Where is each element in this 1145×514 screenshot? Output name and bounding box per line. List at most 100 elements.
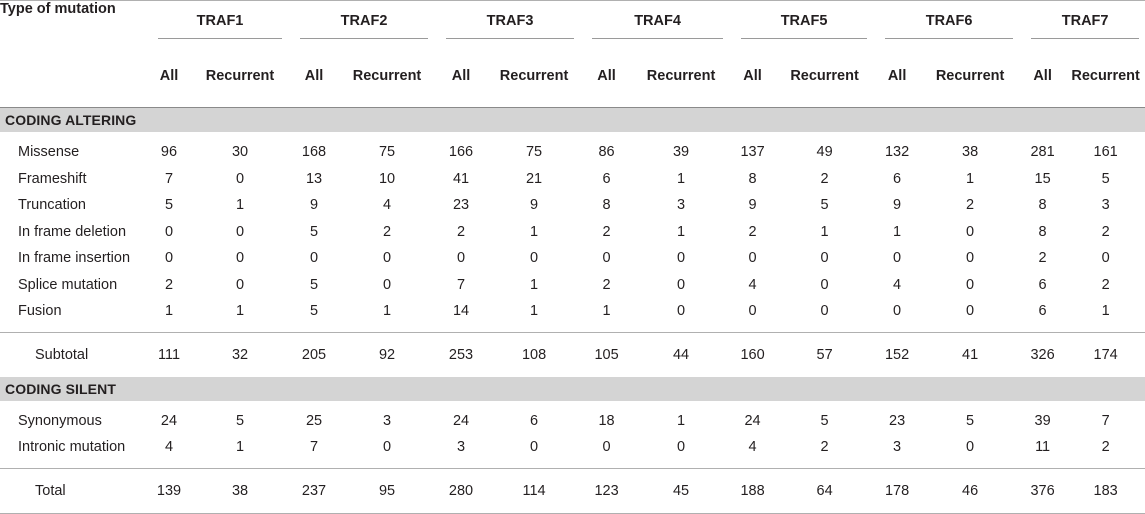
table-cell: 21	[525, 170, 543, 187]
table-cell: 24	[744, 412, 761, 429]
table-cell: 0	[748, 250, 757, 267]
spacer	[0, 401, 1145, 408]
gene-header-row: Type of mutation TRAF1 TRAF2 TRAF3 TRAF4 TRA…	[0, 0, 1145, 108]
table-cell: 0	[820, 303, 829, 320]
table-cell: 0	[382, 276, 392, 293]
table-cell: 0	[530, 439, 539, 456]
row-label: Fusion	[18, 303, 62, 320]
table-cell: 1	[530, 276, 539, 293]
table-cell: 15	[1034, 170, 1051, 187]
table-cell: 2	[820, 170, 829, 187]
section-title: CODING ALTERING	[0, 107, 1145, 132]
gene-header-traf1: TRAF1	[146, 0, 289, 49]
table-cell: 5	[820, 412, 829, 429]
row-label: Splice mutation	[18, 276, 118, 293]
subtotal-row: Subtotal 111 32 205 92 253 108 105 44 160 57 152 41 3…	[0, 331, 1145, 377]
summary-cell: 114	[488, 467, 581, 513]
table-cell: 2	[1101, 223, 1110, 240]
row-label: In frame insertion	[18, 250, 131, 267]
table-cell: 10	[378, 170, 396, 187]
row-label: Intronic mutation	[18, 439, 126, 456]
table-cell: 11	[1035, 439, 1051, 456]
table-cell: 38	[962, 144, 979, 161]
table-cell: 5	[164, 197, 174, 214]
table-row: Frameshift 7 0 13 10 41 21 6 1 8 2 6 1 15 5	[0, 166, 1145, 193]
table-cell: 0	[748, 303, 757, 320]
table-cell: 0	[677, 303, 686, 320]
table-cell: 9	[309, 197, 319, 214]
table-cell: 2	[456, 223, 466, 240]
gene-label: TRAF7	[1031, 13, 1140, 39]
table-cell: 0	[1101, 250, 1110, 267]
all-header: All	[451, 68, 471, 84]
all-header: All	[887, 68, 907, 84]
recurrent-header: Recurrent	[935, 68, 1005, 84]
table-cell: 0	[602, 439, 611, 456]
table-cell: 8	[1038, 223, 1047, 240]
table-cell: 9	[530, 197, 539, 214]
gene-header-traf2: TRAF2	[288, 0, 435, 49]
table-cell: 281	[1030, 144, 1055, 161]
table-cell: 49	[816, 144, 833, 161]
table-cell: 1	[235, 197, 245, 214]
summary-cell: 160	[729, 331, 777, 377]
table-cell: 5	[966, 412, 975, 429]
table-cell: 168	[301, 144, 327, 161]
table-cell: 2	[1101, 276, 1110, 293]
summary-cell: 108	[488, 331, 581, 377]
all-header: All	[159, 68, 179, 84]
summary-cell: 237	[288, 467, 341, 513]
table-cell: 0	[456, 250, 466, 267]
table-cell: 2	[1101, 439, 1110, 456]
table-cell: 0	[235, 276, 245, 293]
table-cell: 3	[382, 412, 392, 429]
table-row: Missense 96 30 168 75 166 75 86 39 137 49 132 38 281 1…	[0, 139, 1145, 166]
gene-label: TRAF4	[592, 13, 724, 39]
table-cell: 1	[893, 223, 902, 240]
table-cell: 25	[305, 412, 323, 429]
summary-cell: 205	[288, 331, 341, 377]
table-cell: 0	[164, 250, 174, 267]
table-cell: 2	[748, 223, 757, 240]
table-cell: 4	[164, 439, 174, 456]
table-cell: 6	[1038, 303, 1047, 320]
gene-header-traf6: TRAF6	[873, 0, 1020, 49]
table-cell: 18	[598, 412, 615, 429]
table-cell: 7	[309, 439, 319, 456]
table-cell: 4	[893, 276, 902, 293]
spacer	[0, 132, 1145, 139]
spacer-row	[0, 325, 1145, 333]
table-cell: 0	[382, 439, 392, 456]
row-label: Truncation	[18, 197, 86, 214]
table-cell: 0	[530, 250, 539, 267]
gene-label: TRAF6	[885, 13, 1014, 39]
table-cell: 0	[966, 223, 975, 240]
table-cell: 1	[602, 303, 611, 320]
recurrent-header: Recurrent	[1071, 68, 1140, 84]
table-cell: 24	[160, 412, 178, 429]
section-title: CODING SILENT	[0, 376, 1145, 401]
summary-label: Total	[0, 467, 146, 513]
summary-cell: 111	[146, 331, 192, 377]
table-cell: 39	[1034, 412, 1051, 429]
table-cell: 4	[748, 276, 757, 293]
gene-header-traf4: TRAF4	[580, 0, 730, 49]
table-cell: 8	[602, 197, 611, 214]
gene-header-traf5: TRAF5	[729, 0, 874, 49]
table-cell: 0	[966, 303, 975, 320]
subheader-row: All Recurrent All Recurrent All Recurrent All R…	[0, 49, 1145, 108]
table-cell: 1	[677, 223, 686, 240]
table-cell: 7	[456, 276, 466, 293]
section-header-row: CODING ALTERING	[0, 107, 1145, 132]
table-cell: 3	[893, 439, 902, 456]
summary-cell: 38	[192, 467, 289, 513]
table-cell: 3	[1101, 197, 1110, 214]
type-of-mutation-header: Type of mutation	[0, 0, 146, 108]
table-cell: 1	[677, 170, 686, 187]
table-cell: 2	[820, 439, 829, 456]
spacer-row	[0, 132, 1145, 139]
table-cell: 3	[677, 197, 686, 214]
gene-label: TRAF3	[446, 13, 575, 39]
all-header: All	[1033, 68, 1052, 84]
